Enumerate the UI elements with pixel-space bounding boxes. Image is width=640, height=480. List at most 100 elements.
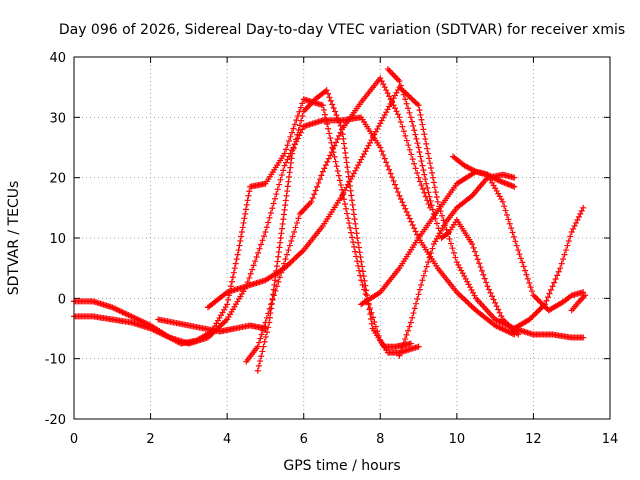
data-point-marker	[270, 291, 277, 298]
data-point-marker	[455, 290, 462, 297]
data-point-marker	[394, 189, 401, 196]
data-point-marker	[506, 220, 513, 227]
data-point-marker	[532, 310, 539, 317]
data-point-marker	[233, 256, 240, 263]
data-point-marker	[405, 92, 412, 99]
data-point-marker	[361, 150, 368, 157]
data-point-marker	[416, 107, 423, 114]
data-point-marker	[337, 122, 344, 129]
data-point-marker	[582, 292, 589, 299]
data-point-marker	[343, 205, 350, 212]
data-point-marker	[347, 187, 354, 194]
data-point-marker	[526, 279, 533, 286]
data-point-marker	[541, 301, 548, 308]
data-point-marker	[268, 300, 275, 307]
series-track-12	[568, 292, 589, 314]
data-point-marker	[529, 313, 536, 320]
chart-title: Day 096 of 2026, Sidereal Day-to-day VTE…	[59, 22, 625, 38]
data-point-marker	[349, 201, 356, 208]
data-point-marker	[400, 128, 407, 135]
data-point-marker	[334, 167, 341, 174]
data-point-marker	[524, 275, 531, 282]
data-point-marker	[459, 270, 466, 277]
data-point-marker	[564, 242, 571, 249]
series-track-11	[155, 316, 269, 335]
data-point-marker	[407, 319, 414, 326]
data-point-marker	[515, 331, 522, 338]
data-point-marker	[238, 233, 245, 240]
data-point-marker	[428, 169, 435, 176]
data-point-marker	[531, 293, 538, 300]
data-point-marker	[414, 140, 421, 147]
data-point-marker	[434, 198, 441, 205]
data-point-marker	[377, 144, 384, 151]
data-point-marker	[279, 265, 286, 272]
data-point-marker	[367, 311, 374, 318]
data-point-marker	[399, 344, 406, 351]
data-point-marker	[224, 301, 231, 308]
data-point-marker	[359, 268, 366, 275]
data-point-marker	[384, 90, 391, 97]
data-point-marker	[291, 121, 298, 128]
data-point-marker	[287, 259, 294, 266]
data-point-marker	[396, 192, 403, 199]
data-point-marker	[258, 353, 265, 360]
data-point-marker	[276, 244, 283, 251]
data-point-marker	[368, 315, 375, 322]
data-point-marker	[340, 135, 347, 142]
data-point-marker	[368, 320, 375, 327]
data-point-marker	[323, 116, 330, 123]
data-point-marker	[427, 197, 434, 204]
data-point-marker	[255, 362, 262, 369]
data-point-marker	[417, 111, 424, 118]
data-point-marker	[390, 177, 397, 184]
data-point-marker	[336, 132, 343, 139]
data-point-marker	[426, 254, 433, 261]
grid-lines	[74, 57, 610, 419]
data-point-marker	[574, 216, 581, 223]
data-point-marker	[403, 100, 410, 107]
data-point-marker	[418, 281, 425, 288]
data-point-marker	[410, 310, 417, 317]
data-point-marker	[371, 131, 378, 138]
data-point-marker	[415, 144, 422, 151]
data-point-marker	[578, 207, 585, 214]
data-point-marker	[580, 334, 587, 341]
data-point-marker	[362, 148, 369, 155]
data-point-marker	[267, 210, 274, 217]
data-point-marker	[366, 139, 373, 146]
data-point-marker	[375, 123, 382, 130]
data-point-marker	[543, 297, 550, 304]
data-point-marker	[478, 267, 485, 274]
data-point-marker	[534, 296, 541, 303]
data-point-marker	[348, 197, 355, 204]
data-point-marker	[273, 263, 280, 270]
data-point-marker	[269, 296, 276, 303]
data-point-marker	[257, 335, 264, 342]
data-point-marker	[359, 281, 366, 288]
data-point-marker	[235, 247, 242, 254]
data-point-marker	[312, 187, 319, 194]
data-point-marker	[432, 215, 439, 222]
data-point-marker	[444, 229, 451, 236]
data-point-marker	[261, 338, 268, 345]
data-point-marker	[449, 245, 456, 252]
data-point-marker	[283, 146, 290, 153]
data-point-marker	[464, 299, 471, 306]
data-point-marker	[275, 249, 282, 256]
data-point-marker	[297, 249, 304, 256]
data-point-marker	[333, 163, 340, 170]
data-point-marker	[418, 158, 425, 165]
data-point-marker	[291, 141, 298, 148]
data-point-marker	[286, 242, 293, 249]
data-point-marker	[413, 300, 420, 307]
data-point-marker	[272, 195, 278, 202]
data-point-marker	[502, 207, 509, 214]
data-point-marker	[239, 224, 246, 231]
data-point-marker	[319, 168, 326, 175]
data-point-marker	[342, 201, 349, 208]
data-point-marker	[523, 271, 530, 278]
data-point-marker	[279, 220, 286, 227]
data-point-marker	[318, 172, 325, 179]
data-point-marker	[439, 212, 446, 219]
